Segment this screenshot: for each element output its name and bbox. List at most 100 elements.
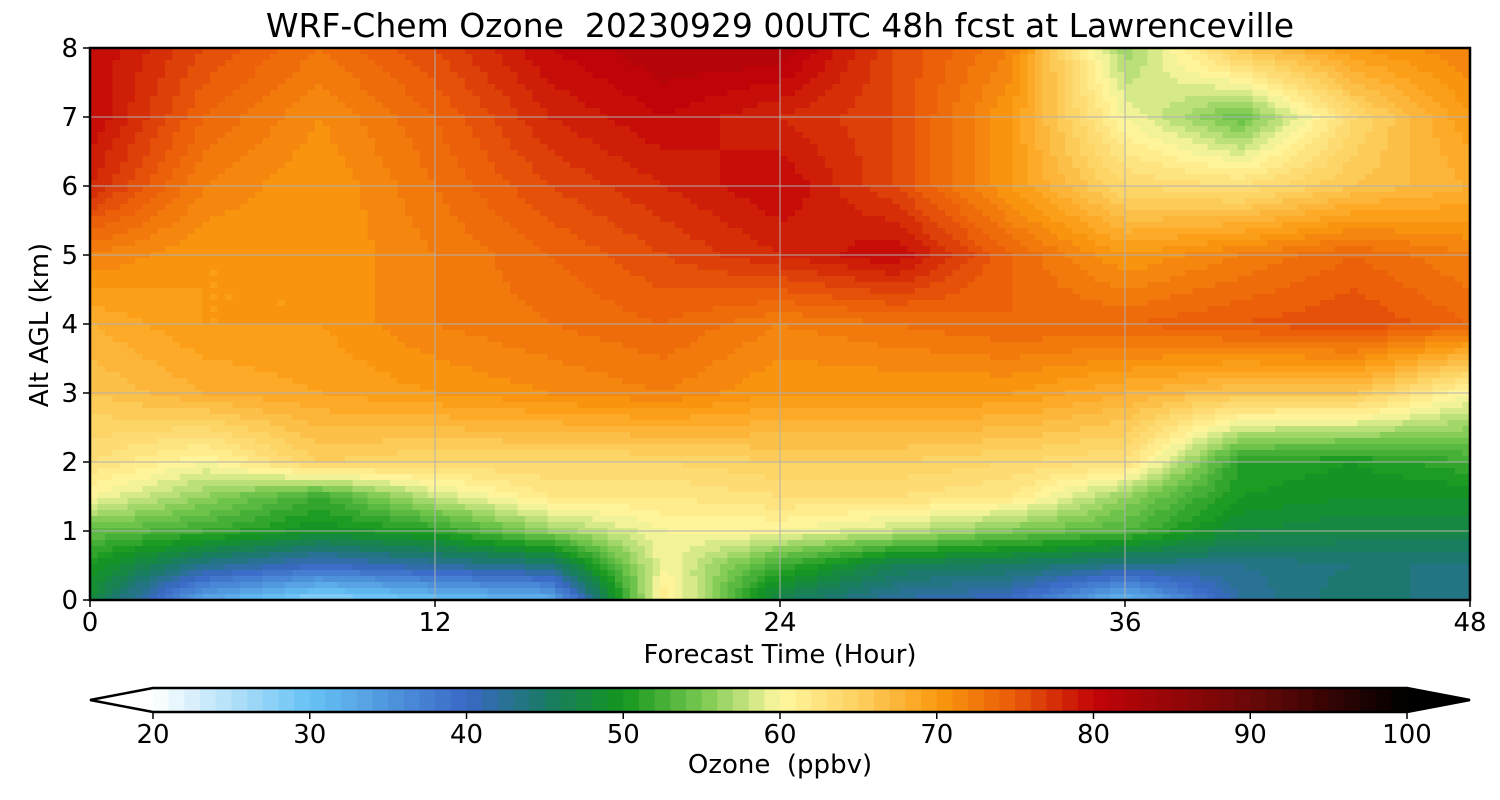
heatmap-cell bbox=[1425, 78, 1433, 85]
heatmap-cell bbox=[248, 174, 256, 181]
heatmap-cell bbox=[195, 126, 203, 133]
heatmap-cell bbox=[938, 156, 946, 163]
heatmap-cell bbox=[495, 66, 503, 73]
heatmap-cell bbox=[428, 162, 436, 169]
heatmap-cell bbox=[210, 96, 218, 103]
heatmap-cell bbox=[863, 102, 871, 109]
heatmap-cell bbox=[360, 102, 368, 109]
heatmap-cell bbox=[930, 174, 938, 181]
heatmap-cell bbox=[885, 168, 893, 175]
heatmap-cell bbox=[1290, 96, 1298, 103]
heatmap-cell bbox=[743, 126, 751, 133]
heatmap-cell bbox=[1440, 198, 1448, 205]
heatmap-cell bbox=[900, 60, 908, 67]
heatmap-cell bbox=[368, 102, 376, 109]
heatmap-cell bbox=[1095, 84, 1103, 91]
heatmap-cell bbox=[405, 132, 413, 139]
heatmap-cell bbox=[810, 66, 818, 73]
heatmap-cell bbox=[128, 120, 136, 127]
heatmap-cell bbox=[225, 72, 233, 79]
heatmap-cell bbox=[1170, 102, 1178, 109]
heatmap-cell bbox=[308, 162, 316, 169]
heatmap-cell bbox=[210, 54, 218, 61]
heatmap-cell bbox=[780, 138, 788, 145]
heatmap-cell bbox=[585, 126, 593, 133]
heatmap-cell bbox=[998, 96, 1006, 103]
heatmap-cell bbox=[803, 66, 811, 73]
heatmap-cell bbox=[180, 174, 188, 181]
heatmap-cell bbox=[420, 108, 428, 115]
heatmap-cell bbox=[1095, 126, 1103, 133]
heatmap-cell bbox=[1260, 138, 1268, 145]
heatmap-cell bbox=[1440, 162, 1448, 169]
heatmap-cell bbox=[458, 84, 466, 91]
heatmap-cell bbox=[398, 174, 406, 181]
heatmap-cell bbox=[105, 156, 113, 163]
heatmap-cell bbox=[1388, 192, 1396, 199]
heatmap-cell bbox=[870, 132, 878, 139]
heatmap-cell bbox=[540, 108, 548, 115]
heatmap-cell bbox=[1298, 168, 1306, 175]
heatmap-cell bbox=[1043, 72, 1051, 79]
heatmap-cell bbox=[1020, 174, 1028, 181]
heatmap-cell bbox=[195, 78, 203, 85]
heatmap-cell bbox=[375, 198, 383, 205]
heatmap-cell bbox=[1080, 96, 1088, 103]
heatmap-cell bbox=[1283, 198, 1291, 205]
heatmap-cell bbox=[1170, 150, 1178, 157]
heatmap-cell bbox=[1395, 144, 1403, 151]
heatmap-cell bbox=[353, 204, 361, 211]
heatmap-cell bbox=[578, 126, 586, 133]
heatmap-cell bbox=[953, 132, 961, 139]
heatmap-cell bbox=[128, 144, 136, 151]
heatmap-cell bbox=[818, 174, 826, 181]
heatmap-cell bbox=[1448, 168, 1456, 175]
heatmap-cell bbox=[1148, 168, 1156, 175]
heatmap-cell bbox=[825, 192, 833, 199]
heatmap-cell bbox=[233, 126, 241, 133]
heatmap-cell bbox=[278, 120, 286, 127]
heatmap-cell bbox=[443, 198, 451, 205]
heatmap-cell bbox=[1305, 60, 1313, 67]
heatmap-cell bbox=[1028, 168, 1036, 175]
heatmap-cell bbox=[1058, 132, 1066, 139]
heatmap-cell bbox=[443, 174, 451, 181]
heatmap-cell bbox=[1380, 168, 1388, 175]
heatmap-cell bbox=[1110, 204, 1118, 211]
heatmap-cell bbox=[555, 150, 563, 157]
heatmap-cell bbox=[585, 162, 593, 169]
heatmap-cell bbox=[1313, 60, 1321, 67]
heatmap-cell bbox=[158, 132, 166, 139]
heatmap-cell bbox=[893, 108, 901, 115]
heatmap-cell bbox=[173, 120, 181, 127]
heatmap-cell bbox=[833, 150, 841, 157]
heatmap-cell bbox=[1110, 162, 1118, 169]
heatmap-cell bbox=[308, 144, 316, 151]
heatmap-cell bbox=[855, 156, 863, 163]
heatmap-cell bbox=[188, 162, 196, 169]
heatmap-cell bbox=[1373, 168, 1381, 175]
heatmap-cell bbox=[233, 66, 241, 73]
heatmap-cell bbox=[458, 132, 466, 139]
heatmap-cell bbox=[728, 60, 736, 67]
heatmap-cell bbox=[180, 210, 188, 217]
heatmap-cell bbox=[473, 156, 481, 163]
heatmap-cell bbox=[143, 210, 151, 217]
heatmap-cell bbox=[1185, 168, 1193, 175]
heatmap-cell bbox=[533, 120, 541, 127]
heatmap-cell bbox=[840, 54, 848, 61]
heatmap-cell bbox=[248, 138, 256, 145]
heatmap-cell bbox=[1253, 126, 1261, 133]
heatmap-cell bbox=[1395, 168, 1403, 175]
heatmap-cell bbox=[203, 186, 211, 193]
heatmap-cell bbox=[1140, 192, 1148, 199]
heatmap-cell bbox=[413, 78, 421, 85]
heatmap-cell bbox=[360, 204, 368, 211]
heatmap-cell bbox=[383, 66, 391, 73]
heatmap-cell bbox=[150, 138, 158, 145]
heatmap-cell bbox=[188, 60, 196, 67]
heatmap-cell bbox=[308, 72, 316, 79]
heatmap-cell bbox=[353, 192, 361, 199]
heatmap-cell bbox=[1215, 102, 1223, 109]
heatmap-cell bbox=[105, 102, 113, 109]
